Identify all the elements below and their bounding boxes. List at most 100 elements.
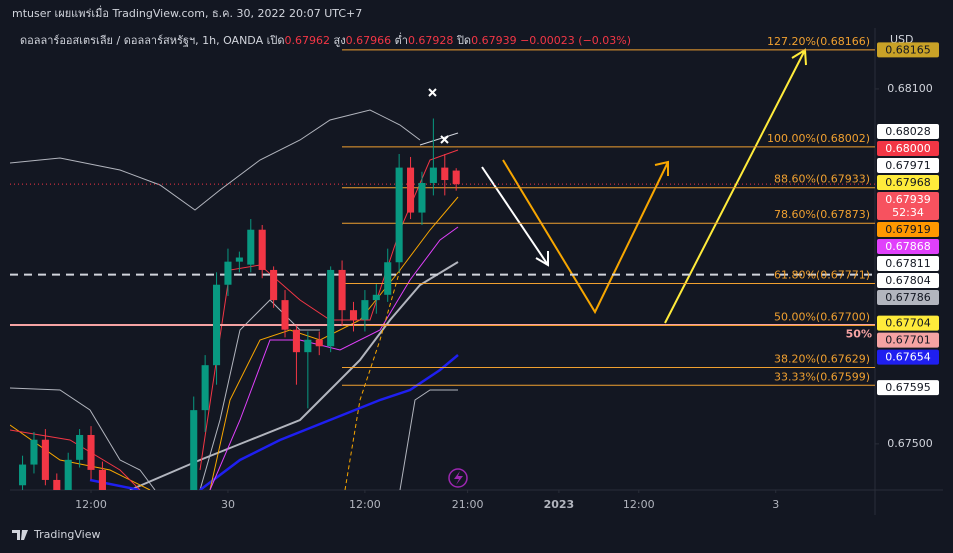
candle-body xyxy=(315,339,323,347)
price-badge-label: 0.68165 xyxy=(885,43,931,56)
candle-body xyxy=(64,459,72,490)
price-badge xyxy=(877,124,939,140)
candle-body xyxy=(30,439,38,465)
price-badge xyxy=(877,256,939,272)
price-badge xyxy=(877,141,939,157)
y-tick-label: 0.68100 xyxy=(887,82,933,95)
brand-logo xyxy=(12,530,28,540)
price-badge xyxy=(877,42,939,58)
fib-label: 127.20%(0.68166) xyxy=(767,35,870,48)
candle-body xyxy=(235,257,243,262)
legend-symbol: ดอลลาร์ออสเตรเลีย / ดอลลาร์สหรัฐฯ, 1h, O… xyxy=(20,34,264,47)
x-tick-label: 3 xyxy=(772,498,779,511)
legend-close-label: ปิด xyxy=(456,34,471,47)
price-badge-label: 0.67786 xyxy=(885,291,931,304)
price-badge-timer: 52:34 xyxy=(892,206,924,219)
candle-body xyxy=(372,294,380,301)
x-tick-label: 2023 xyxy=(544,498,575,511)
price-badge-label: 0.67968 xyxy=(885,176,931,189)
price-badge-label: 0.67704 xyxy=(885,317,931,330)
candle-body xyxy=(384,262,392,295)
fib-label: 33.33%(0.67599) xyxy=(774,370,870,383)
legend-close: 0.67939 xyxy=(471,34,517,47)
candle-body xyxy=(76,434,84,460)
legend-high-label: สูง xyxy=(334,34,346,47)
fib-label: 50.00%(0.67700) xyxy=(774,311,870,324)
price-badge xyxy=(877,290,939,306)
price-badge xyxy=(877,315,939,331)
candle-body xyxy=(441,167,449,181)
candle-body xyxy=(327,269,335,347)
candle-body xyxy=(19,464,27,486)
x-tick-label: 30 xyxy=(221,498,235,511)
candle-body xyxy=(361,300,369,320)
price-badge-label: 0.67701 xyxy=(885,334,931,347)
candle-body xyxy=(41,439,49,480)
candle-body xyxy=(224,261,232,285)
candle-body xyxy=(395,167,403,263)
lightning-glyph xyxy=(454,471,463,485)
fib-label: 88.60%(0.67933) xyxy=(774,173,870,186)
price-badge-label: 0.68000 xyxy=(885,142,931,155)
candle-body xyxy=(292,329,300,353)
y-tick-label: 0.67500 xyxy=(887,437,933,450)
legend: ดอลลาร์ออสเตรเลีย / ดอลลาร์สหรัฐฯ, 1h, O… xyxy=(20,32,631,47)
brand: TradingView xyxy=(33,528,100,541)
candle-body xyxy=(213,284,221,366)
candle-body xyxy=(258,229,266,270)
fib-label: 78.60%(0.67873) xyxy=(774,208,870,221)
legend-open: 0.67962 xyxy=(285,34,331,47)
price-badge xyxy=(877,222,939,238)
price-badge-label: 0.67804 xyxy=(885,274,931,287)
candle-body xyxy=(452,170,460,185)
price-badge-label: 0.67811 xyxy=(885,257,931,270)
price-badge-label: 0.67939 xyxy=(885,193,931,206)
price-badge-label: 0.67971 xyxy=(885,159,931,172)
x-tick-label: 21:00 xyxy=(452,498,484,511)
candle-body xyxy=(201,365,209,411)
fib-label: 61.80%(0.67771) xyxy=(774,269,870,282)
price-badge xyxy=(877,380,939,396)
legend-open-label: เปิด xyxy=(267,34,285,47)
lightning-icon[interactable] xyxy=(448,468,468,488)
candle-body xyxy=(349,310,358,320)
price-badge-label: 0.67595 xyxy=(885,381,931,394)
fib-label: 100.00%(0.68002) xyxy=(767,132,870,145)
price-badge-label: 0.67654 xyxy=(885,351,931,364)
plot: 127.20%(0.68166) 100.00%(0.68002) 88.60%(0… xyxy=(10,35,875,490)
legend-change: −0.00023 (−0.03%) xyxy=(520,34,631,47)
legend-low-label: ต่ำ xyxy=(395,32,408,47)
price-badge xyxy=(877,332,939,348)
x-tick-label: 12:00 xyxy=(349,498,381,511)
legend-low: 0.67928 xyxy=(408,34,454,47)
candle-body xyxy=(281,300,289,330)
price-badge-label: 0.67919 xyxy=(885,223,931,236)
candle-body xyxy=(270,269,278,301)
candle-body xyxy=(407,167,415,213)
candle-body xyxy=(87,434,95,470)
price-badge xyxy=(877,192,939,221)
candle-body xyxy=(338,269,346,311)
candle-body xyxy=(304,339,312,353)
candle-body xyxy=(418,182,426,213)
x-tick-label: 12:00 xyxy=(623,498,655,511)
price-badge xyxy=(877,273,939,289)
price-badge-label: 0.68028 xyxy=(885,125,931,138)
legend-high: 0.67966 xyxy=(346,34,392,47)
fib-label: 38.20%(0.67629) xyxy=(774,353,870,366)
candle-body xyxy=(98,469,106,490)
candle-body xyxy=(53,479,61,490)
price-badge-label: 0.67868 xyxy=(885,240,931,253)
candle-body xyxy=(429,167,437,183)
candle-body xyxy=(190,410,198,490)
publisher: mtuser เผยแพร่เมื่อ TradingView.com, ธ.ค… xyxy=(12,5,362,20)
marker-label: 50% xyxy=(846,328,872,341)
price-badge xyxy=(877,175,939,191)
price-badge xyxy=(877,349,939,365)
candle-body xyxy=(247,229,255,265)
price-badge xyxy=(877,158,939,174)
price-badge xyxy=(877,239,939,255)
